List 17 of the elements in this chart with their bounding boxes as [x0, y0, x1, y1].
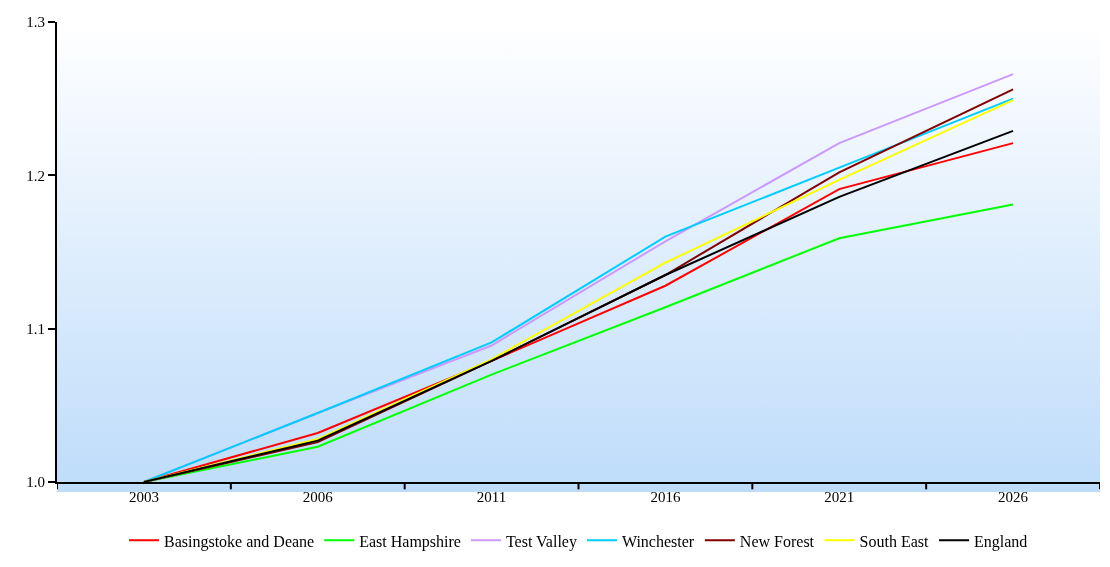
legend-label: New Forest [739, 532, 815, 550]
legend-label: South East [859, 532, 930, 550]
legend-label: Winchester [621, 532, 695, 550]
x-tick-label: 2011 [476, 489, 507, 505]
legend-label: Basingstoke and Deane [164, 532, 315, 551]
legend-label: East Hampshire [359, 532, 461, 551]
legend-label: Test Valley [505, 532, 577, 551]
x-tick-label: 2003 [128, 489, 159, 505]
x-tick-label: 2006 [302, 489, 334, 505]
y-tick-label: 1.0 [26, 474, 45, 491]
y-tick-label: 1.2 [26, 167, 45, 184]
legend-label: England [974, 532, 1028, 551]
y-tick-label: 1.1 [26, 320, 45, 337]
x-tick-label: 2021 [824, 489, 855, 505]
y-tick-label: 1.3 [26, 14, 45, 31]
x-tick-label: 2026 [998, 489, 1029, 505]
x-tick-label: 2016 [650, 489, 681, 505]
